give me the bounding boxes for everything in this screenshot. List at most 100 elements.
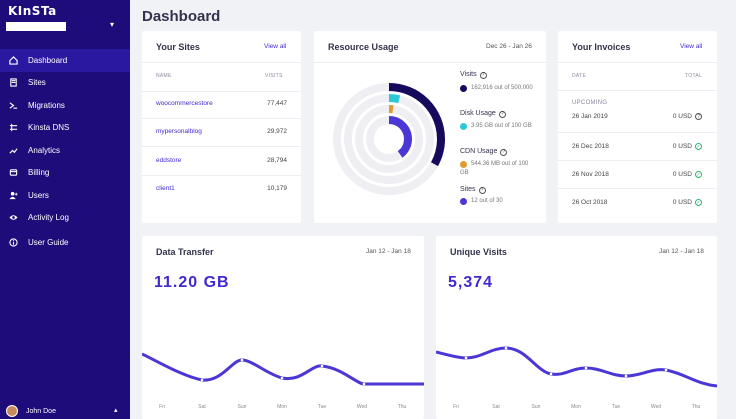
sites-card: Your Sites View all NAME VISITS woocomme… — [142, 31, 301, 223]
col-header-date: DATE — [572, 73, 587, 79]
chart-point — [240, 358, 244, 362]
legend-cdn-label: CDN Usage? — [460, 148, 508, 156]
divider — [558, 90, 717, 91]
resource-card-title: Resource Usage — [328, 42, 399, 52]
invoice-amount: 0 USD — [672, 199, 692, 206]
data-transfer-card: Data Transfer Jan 12 - Jan 18 11.20 GB F… — [142, 236, 424, 419]
x-tick-thu: Thu — [691, 404, 701, 410]
x-tick-fri: Fri — [159, 404, 165, 410]
col-header-visits: VISITS — [265, 73, 283, 79]
site-link-mypersonalblog[interactable]: mypersonalblog — [156, 128, 202, 135]
site-visits: 10,179 — [267, 185, 287, 192]
ring-arc-visits — [333, 83, 445, 195]
legend-disk-label: Disk Usage? — [460, 110, 506, 118]
invoice-amount: 0 USD — [672, 113, 692, 120]
help-icon[interactable]: ? — [479, 72, 487, 79]
sidebar-item-label: User Guide — [28, 237, 69, 247]
legend-label-text: Disk Usage — [460, 110, 496, 117]
chart-point — [549, 372, 553, 376]
site-link-eddstore[interactable]: eddstore — [156, 157, 182, 164]
sidebar-item-dns[interactable]: Kinsta DNS — [0, 117, 130, 140]
invoice-date: 26 Jan 2019 — [572, 113, 608, 120]
invoice-amount: 0 USD — [672, 171, 692, 178]
divider — [142, 62, 301, 63]
chart-point — [664, 368, 668, 372]
paid-check-icon: ✓ — [695, 171, 702, 178]
unique-visits-line-chart — [436, 346, 717, 388]
sites-view-all-link[interactable]: View all — [264, 43, 287, 50]
info-icon — [8, 237, 18, 247]
unique-visits-total: 5,374 — [448, 274, 494, 291]
data-transfer-line — [142, 352, 424, 386]
legend-dot-cdn — [460, 161, 467, 168]
chevron-up-icon: ▴ — [114, 407, 118, 414]
resource-usage-card: Resource Usage Dec 26 - Jan 26 Visits? 1… — [314, 31, 546, 223]
site-visits: 77,447 — [267, 100, 287, 107]
sidebar-item-label: Sites — [28, 78, 46, 88]
legend-label-text: Visits — [460, 71, 477, 78]
x-tick-tue: Tue — [317, 404, 327, 410]
invoices-view-all-link[interactable]: View all — [680, 43, 703, 50]
eye-icon — [8, 213, 18, 223]
pending-info-icon[interactable]: ? — [695, 113, 702, 120]
x-tick-tue: Tue — [611, 404, 621, 410]
data-transfer-total: 11.20 GB — [154, 274, 230, 291]
x-tick-sat: Sat — [492, 404, 500, 410]
sidebar-item-sites[interactable]: Sites — [0, 72, 130, 95]
page-title: Dashboard — [142, 8, 221, 25]
x-tick-wed: Wed — [650, 404, 662, 410]
ring-arc-disk-usage — [344, 94, 434, 184]
billing-icon — [8, 168, 18, 178]
site-visits: 28,794 — [267, 157, 287, 164]
sidebar-item-user-guide[interactable]: User Guide — [0, 231, 130, 254]
legend-visits-value: 162,916 out of 500,000 — [471, 85, 533, 91]
sidebar-item-migrations[interactable]: Migrations — [0, 94, 130, 117]
invoice-date: 26 Oct 2018 — [572, 199, 608, 206]
help-icon[interactable]: ? — [478, 187, 486, 194]
invoice-amount: 0 USD — [672, 143, 692, 150]
account-name-redacted — [6, 22, 66, 31]
x-tick-wed: Wed — [356, 404, 368, 410]
divider — [142, 175, 301, 176]
chart-point — [200, 378, 204, 382]
migrations-icon — [8, 100, 18, 110]
invoice-date: 26 Nov 2018 — [572, 171, 609, 178]
user-menu[interactable]: John Doe ▴ — [6, 405, 126, 417]
kinsta-logo[interactable]: KInSTa — [8, 4, 57, 18]
sidebar-item-label: Dashboard — [28, 55, 68, 65]
data-transfer-title: Data Transfer — [156, 247, 214, 257]
sidebar-item-activity-log[interactable]: Activity Log — [0, 207, 130, 230]
site-link-client1[interactable]: client1 — [156, 185, 175, 192]
invoice-date: 26 Dec 2018 — [572, 143, 609, 150]
data-transfer-range: Jan 12 - Jan 18 — [366, 248, 411, 255]
invoices-card: Your Invoices View all DATE TOTAL UPCOMI… — [558, 31, 717, 223]
legend-dot-sites — [460, 198, 467, 205]
divider — [314, 62, 546, 63]
account-switcher[interactable]: ▾ — [6, 20, 116, 34]
sidebar-item-users[interactable]: Users — [0, 184, 130, 207]
chart-point — [362, 382, 366, 386]
sidebar-item-dashboard[interactable]: Dashboard — [0, 49, 130, 72]
sidebar-item-billing[interactable]: Billing — [0, 162, 130, 185]
divider — [558, 188, 717, 189]
x-tick-thu: Thu — [397, 404, 407, 410]
sidebar: KInSTa ▾ Dashboard Sites Migrations — [0, 0, 130, 419]
x-tick-sat: Sat — [198, 404, 206, 410]
site-link-woocommercestore[interactable]: woocommercestore — [156, 100, 213, 107]
resource-usage-rings — [333, 83, 445, 195]
sidebar-item-label: Migrations — [28, 100, 65, 110]
sidebar-item-label: Billing — [28, 168, 50, 178]
sidebar-item-analytics[interactable]: Analytics — [0, 139, 130, 162]
legend-dot-disk — [460, 123, 467, 130]
x-tick-mon: Mon — [571, 404, 581, 410]
x-tick-sun: Sun — [531, 404, 541, 410]
divider — [142, 118, 301, 119]
upcoming-label: UPCOMING — [572, 100, 608, 106]
sidebar-item-label: Activity Log — [28, 213, 69, 223]
legend-sites-label: Sites? — [460, 186, 486, 194]
col-header-total: TOTAL — [685, 73, 703, 79]
help-icon[interactable]: ? — [500, 149, 508, 156]
legend-sites-value: 12 out of 30 — [471, 198, 503, 204]
help-icon[interactable]: ? — [498, 111, 506, 118]
legend-label-text: Sites — [460, 186, 476, 193]
